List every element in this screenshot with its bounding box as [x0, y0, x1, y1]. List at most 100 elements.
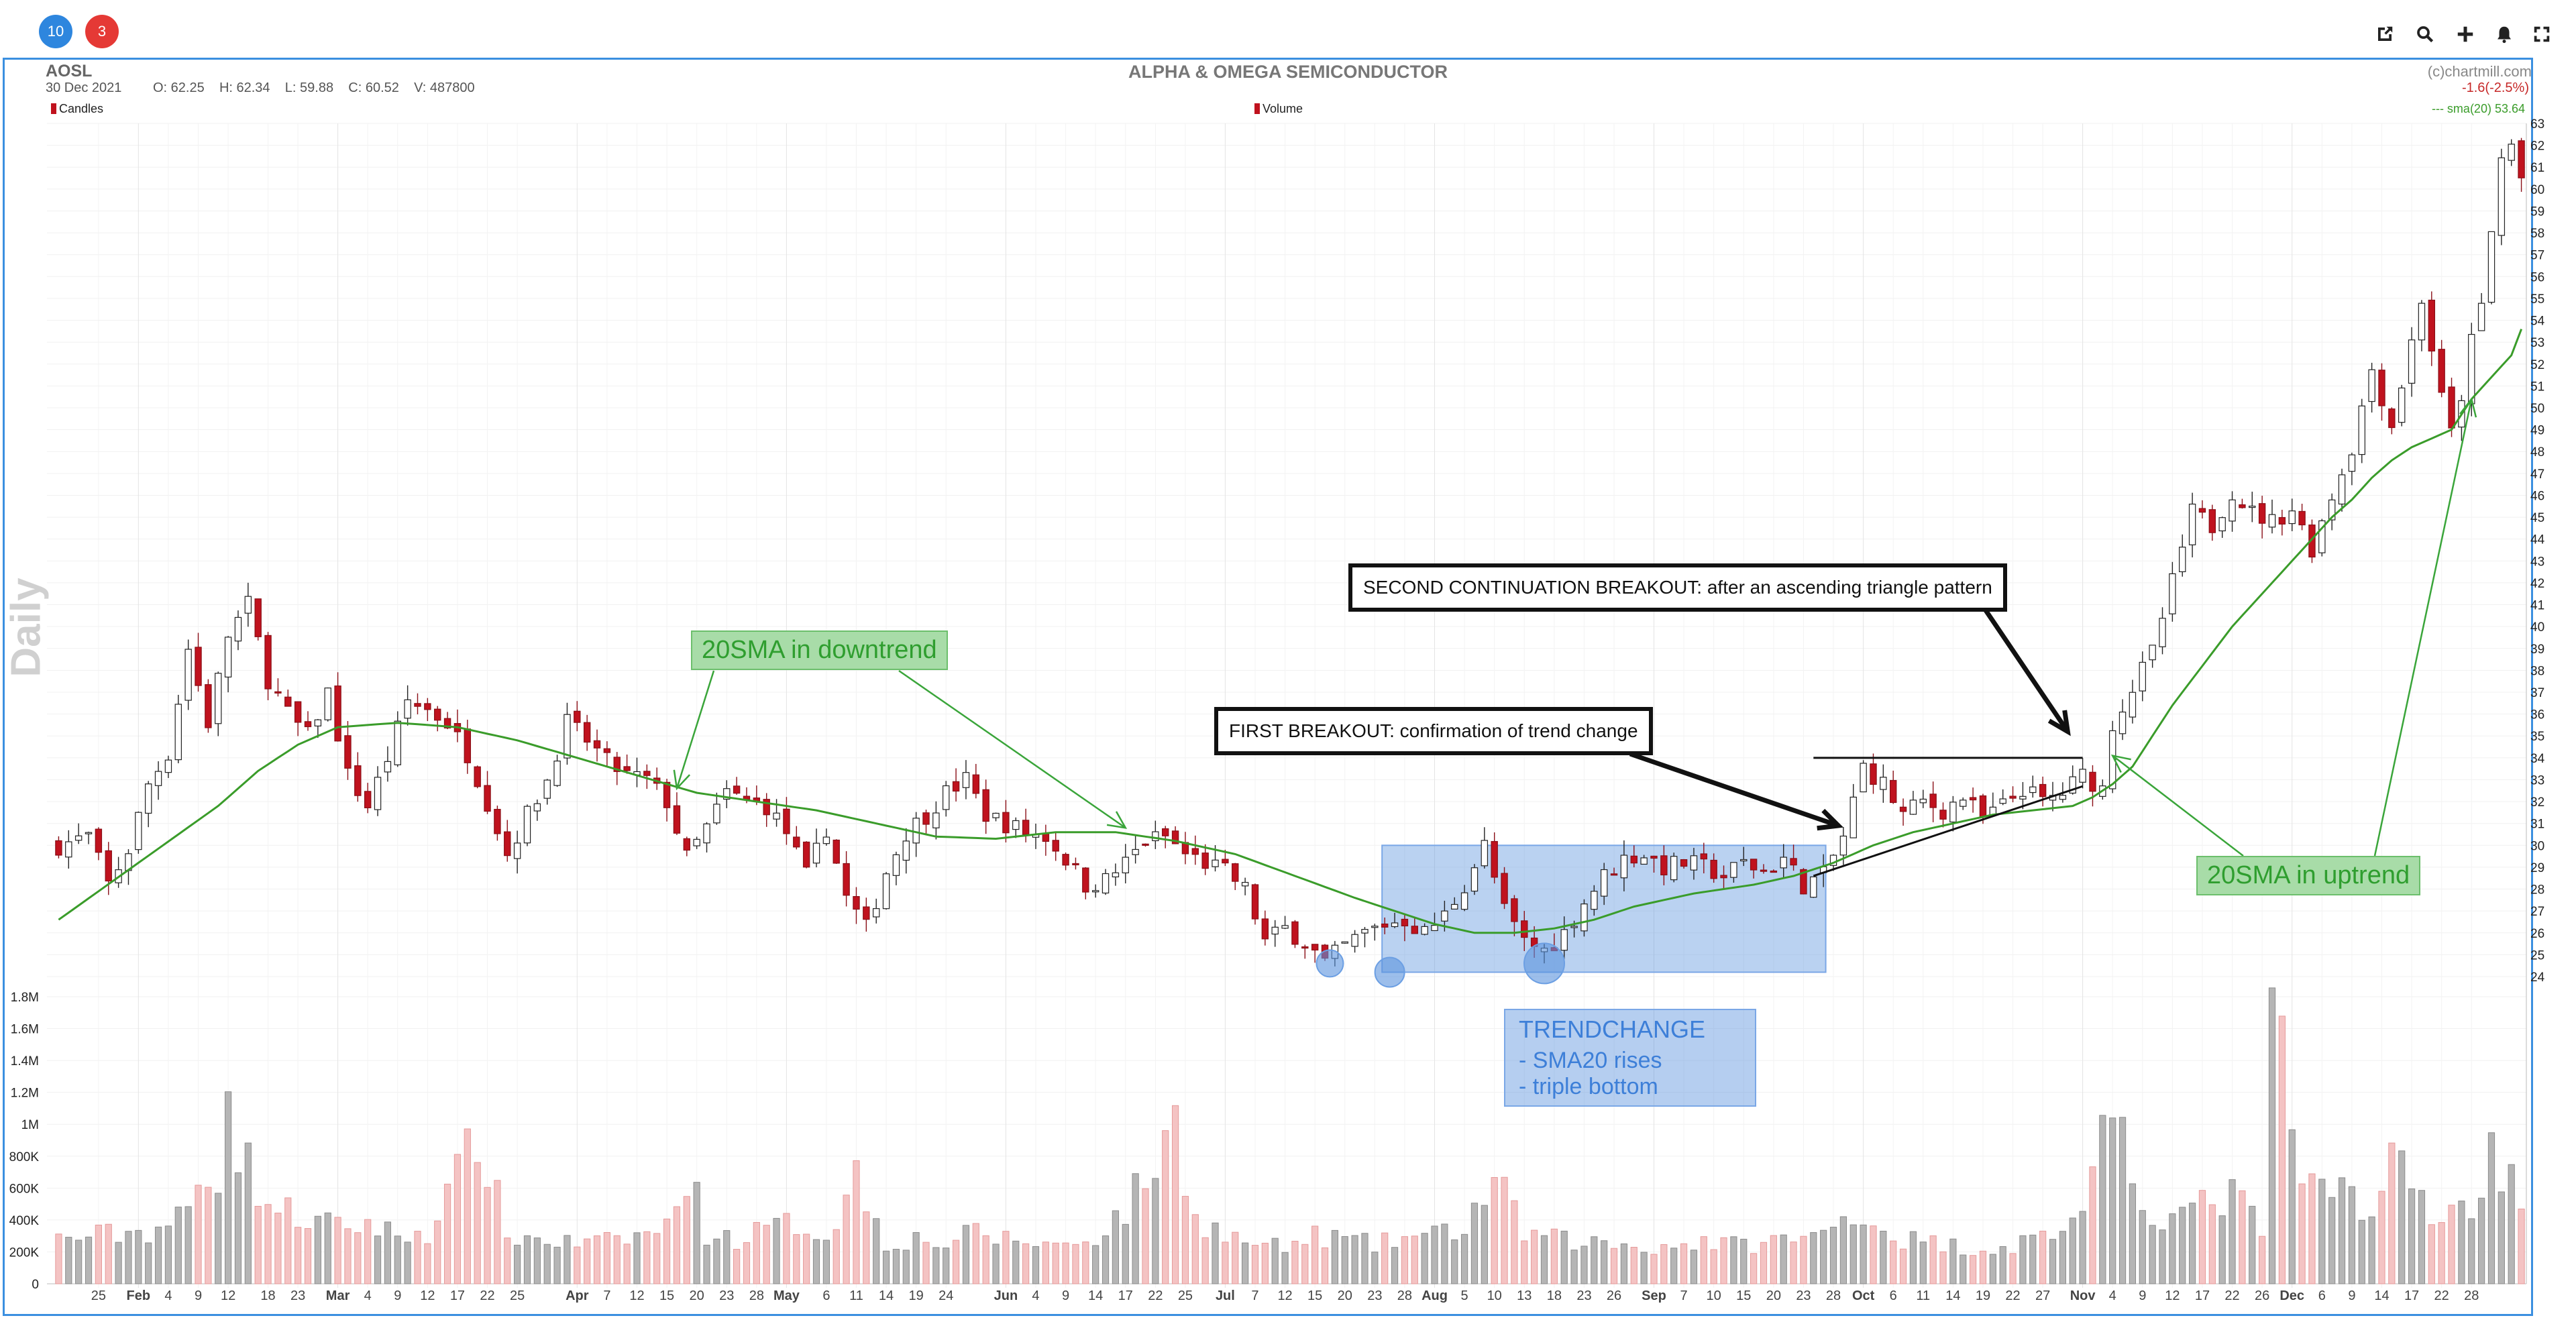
volume-bar [952, 1240, 960, 1284]
volume-bar [843, 1195, 850, 1284]
volume-tick-label: 800K [9, 1150, 40, 1164]
volume-bar [274, 1213, 282, 1284]
candle [583, 722, 591, 743]
price-tick-label: 37 [2530, 686, 2544, 700]
candle [2328, 499, 2336, 520]
date-tick-label: May [773, 1288, 800, 1303]
price-tick-label: 59 [2530, 205, 2544, 219]
candle [2318, 520, 2326, 553]
plus-icon[interactable] [2455, 24, 2475, 44]
candles-legend-text: Candles [59, 102, 104, 115]
candle [314, 719, 322, 727]
candle [105, 850, 112, 882]
price-tick-label: 50 [2530, 402, 2544, 416]
second-breakout-annotation: SECOND CONTINUATION BREAKOUT: after an a… [1348, 563, 2007, 612]
candle [2278, 516, 2286, 525]
volume-bar [1431, 1225, 1438, 1284]
volume-bar [434, 1220, 441, 1284]
volume-bar [2259, 1235, 2266, 1284]
volume-bar [873, 1218, 880, 1284]
volume-bar [723, 1230, 731, 1284]
date-tick-label: 7 [1680, 1288, 1688, 1303]
candle [1072, 863, 1079, 866]
volume-bar [1580, 1246, 1588, 1284]
volume-bar [1730, 1236, 1737, 1284]
date-tick-label: 7 [1251, 1288, 1258, 1303]
candle [2418, 302, 2426, 341]
candle [1760, 869, 1768, 872]
first-breakout-annotation: FIRST BREAKOUT: confirmation of trend ch… [1214, 707, 1653, 755]
candlesticks [55, 138, 2525, 967]
price-tick-label: 43 [2530, 555, 2544, 569]
volume-bar [174, 1207, 182, 1284]
date-tick-label: Oct [1852, 1288, 1875, 1303]
volume-bar [2049, 1239, 2057, 1284]
volume-bar [2208, 1204, 2216, 1284]
volume-bar [1960, 1254, 1967, 1284]
candle [553, 761, 561, 786]
date-tick-label: 18 [260, 1288, 275, 1303]
candle [464, 728, 472, 763]
volume-bar [514, 1244, 521, 1284]
volume-bar [195, 1185, 202, 1284]
volume-bar [464, 1128, 471, 1284]
volume-bar [1341, 1236, 1348, 1284]
date-tick-label: 14 [1088, 1288, 1103, 1303]
candle [932, 812, 940, 828]
bell-icon[interactable] [2494, 24, 2514, 44]
sma-down-arrow-1 [676, 670, 715, 789]
price-tick-label: 58 [2530, 227, 2544, 241]
sma-up-arrow-2 [2373, 398, 2473, 857]
external-link-icon[interactable] [2375, 24, 2395, 44]
candle [1341, 941, 1348, 944]
date-tick-label: 23 [1576, 1288, 1591, 1303]
volume-bar [1062, 1242, 1069, 1284]
candle [922, 812, 930, 825]
volume-legend-icon [1254, 103, 1260, 114]
date-tick-label: Jul [1216, 1288, 1235, 1303]
volume-bar [1191, 1214, 1199, 1284]
volume-bar [1810, 1232, 1817, 1284]
date-tick-label: 12 [1277, 1288, 1292, 1303]
candle [1132, 848, 1139, 855]
candle [2159, 618, 2166, 647]
candle [1491, 840, 1498, 878]
candle [843, 863, 850, 896]
candle [603, 748, 611, 753]
candle [543, 779, 551, 799]
candle [574, 710, 581, 723]
candle [55, 840, 62, 856]
first-breakout-arrow-head [1817, 808, 1844, 831]
notification-badge-blue[interactable]: 10 [39, 15, 72, 48]
date-tick-label: 6 [2318, 1288, 2326, 1303]
candle [773, 812, 780, 820]
price-tick-label: 26 [2530, 927, 2544, 941]
annotation-marks [673, 397, 2477, 988]
volume-bar [553, 1246, 561, 1284]
candle [2208, 509, 2216, 533]
volume-bar [1650, 1254, 1658, 1284]
volume-bar [2218, 1215, 2226, 1284]
fullscreen-icon[interactable] [2532, 24, 2552, 44]
volume-bar [2198, 1190, 2206, 1284]
date-tick-label: 4 [364, 1288, 372, 1303]
volume-bar [2249, 1205, 2256, 1284]
candle [334, 685, 341, 742]
candle [1591, 891, 1598, 910]
date-tick-label: 28 [749, 1288, 764, 1303]
candle [74, 835, 83, 841]
volume-bar [1391, 1247, 1399, 1284]
search-icon[interactable] [2415, 24, 2435, 44]
notification-badge-red[interactable]: 3 [85, 15, 119, 48]
volume-bar [2079, 1211, 2086, 1284]
price-tick-label: 31 [2530, 818, 2544, 832]
date-tick-label: 14 [2374, 1288, 2389, 1303]
volume-bar [663, 1218, 671, 1284]
date-tick-label: 27 [2035, 1288, 2050, 1303]
candle [1441, 910, 1448, 922]
date-tick-label: 17 [2404, 1288, 2419, 1303]
volume-bar [2498, 1191, 2505, 1284]
date-tick-label: 14 [879, 1288, 894, 1303]
volume-legend: Volume [1254, 102, 1303, 116]
candle [1710, 859, 1717, 879]
